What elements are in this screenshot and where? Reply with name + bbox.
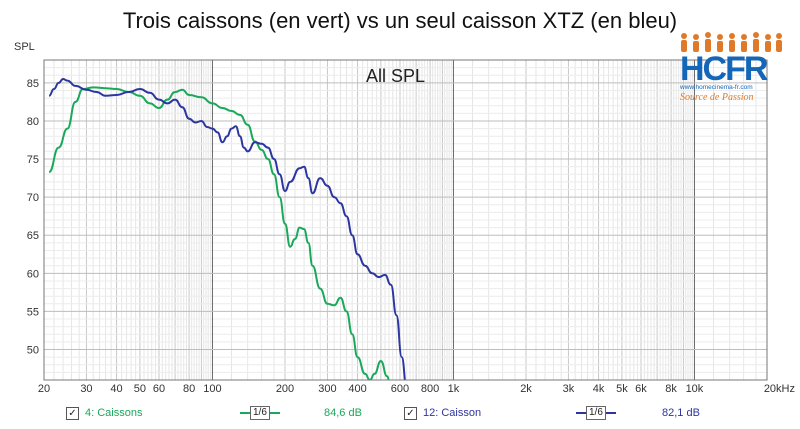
overlay-label: All SPL [366,66,425,86]
smoothing-value-caisson: 1/6 [586,406,606,420]
x-tick-label: 2k [520,383,532,395]
legend-checkbox-caissons[interactable]: ✓ [66,406,79,420]
legend-item-caisson: ✓ 12: Caisson [404,405,481,421]
x-tick-label: 600 [391,383,409,395]
x-tick-labels: 20 30 40 50 60 80 100 200 300 400 600 800 1k 2k 3k 4k 5k… [38,383,795,395]
y-tick-label: 65 [27,230,39,242]
plot-frame [43,59,768,381]
logo-wordmark: HCFR [680,50,768,88]
legend-label-caisson: 12: Caisson [423,407,482,419]
legend-checkbox-caisson[interactable]: ✓ [404,406,417,420]
spl-chart: 50 55 60 65 70 75 80 85 20 30 40 50 60 80 100 200 300 40… [14,41,795,395]
x-tick-label: 80 [183,383,195,395]
x-tick-label: 1k [448,383,460,395]
y-tick-label: 85 [27,78,39,90]
y-tick-label: 50 [27,345,39,357]
x-tick-label: 40 [110,383,122,395]
y-tick-label: 55 [27,306,39,318]
people-silhouettes-icon [681,32,782,52]
y-axis-label: SPL [14,41,35,53]
legend-swatch-caisson-right [605,412,616,414]
x-tick-label: 8k [665,383,677,395]
y-tick-label: 70 [27,192,39,204]
legend-swatch-caissons-right [269,412,280,414]
x-tick-label: 800 [421,383,439,395]
y-tick-labels: 50 55 60 65 70 75 80 85 [27,78,39,357]
legend-swatch-caissons [240,412,250,414]
x-tick-label: 50 [134,383,146,395]
legend-label-caissons: 4: Caissons [85,407,143,419]
legend: ✓ 4: Caissons 1/6 84,6 dB ✓ 12: Caisson … [0,405,800,423]
legend-swatch-caisson [576,412,586,414]
x-tick-label: 10k [686,383,704,395]
x-tick-label: 100 [203,383,221,395]
x-tick-label: 200 [276,383,294,395]
y-tick-label: 75 [27,154,39,166]
y-tick-label: 80 [27,116,39,128]
chart-title: Trois caissons (en vert) vs un seul cais… [122,8,678,33]
hcfr-logo: HCFR www.homecinema-fr.com Source de Pas… [678,30,786,108]
x-tick-label: 20kHz [764,383,795,395]
smoothing-value-caissons: 1/6 [250,406,270,420]
x-tick-label: 3k [563,383,575,395]
x-tick-label: 6k [635,383,647,395]
x-tick-label: 30 [80,383,92,395]
legend-level-caisson: 82,1 dB [662,407,700,419]
x-tick-label: 300 [318,383,336,395]
x-tick-label: 4k [593,383,605,395]
smoothing-control-caissons[interactable]: 1/6 [240,406,280,420]
y-tick-label: 60 [27,268,39,280]
logo-tagline: Source de Passion [680,92,754,103]
x-tick-label: 5k [616,383,628,395]
series-line-caisson [48,77,406,380]
x-tick-label: 60 [153,383,165,395]
legend-level-caissons: 84,6 dB [324,407,362,419]
smoothing-control-caisson[interactable]: 1/6 [576,406,616,420]
grid-major [44,60,767,380]
x-tick-label: 20 [38,383,50,395]
series-group [48,77,406,380]
legend-item-caissons: ✓ 4: Caissons [66,405,142,421]
x-tick-label: 400 [348,383,366,395]
logo-url: www.homecinema-fr.com [680,84,753,91]
series-line-caissons [48,86,390,380]
